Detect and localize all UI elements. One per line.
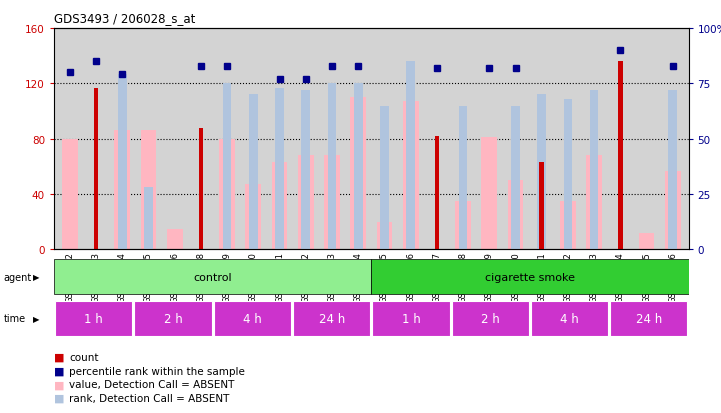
Bar [618,62,623,250]
Text: ■: ■ [54,393,65,403]
Text: ▶: ▶ [33,273,40,282]
Bar [372,301,450,336]
Bar [371,260,689,294]
Text: agent: agent [4,272,32,282]
Bar [564,100,572,250]
Text: ■: ■ [54,366,65,376]
Bar [380,106,389,250]
Bar [219,140,235,250]
Text: ■: ■ [54,352,65,362]
Bar [668,91,677,250]
Bar [407,62,415,250]
Bar [511,106,520,250]
Text: GDS3493 / 206028_s_at: GDS3493 / 206028_s_at [54,12,195,24]
Bar [459,106,467,250]
Text: value, Detection Call = ABSENT: value, Detection Call = ABSENT [69,380,234,389]
Bar [249,95,257,250]
Bar [245,185,261,250]
Bar [272,163,288,250]
Text: ▶: ▶ [33,314,40,323]
Bar [275,88,284,250]
Text: count: count [69,352,99,362]
Bar [94,88,98,250]
Text: 2 h: 2 h [481,312,500,325]
Text: 24 h: 24 h [319,312,345,325]
Text: 4 h: 4 h [560,312,579,325]
Bar [223,84,231,250]
Bar [537,95,546,250]
Bar [451,301,529,336]
Text: rank, Detection Call = ABSENT: rank, Detection Call = ABSENT [69,393,229,403]
Bar [141,131,156,250]
Bar [55,301,133,336]
Bar [115,131,130,250]
Text: 2 h: 2 h [164,312,182,325]
Bar [455,202,471,250]
Text: time: time [4,313,26,323]
Bar [435,137,439,250]
Bar [324,156,340,250]
Bar [198,128,203,250]
Bar [560,202,576,250]
Text: 1 h: 1 h [84,312,103,325]
Bar [298,156,314,250]
Text: 1 h: 1 h [402,312,420,325]
Bar [62,140,78,250]
Bar [639,233,655,250]
Bar [665,171,681,250]
Bar [301,91,310,250]
Text: 24 h: 24 h [636,312,662,325]
Text: percentile rank within the sample: percentile rank within the sample [69,366,245,376]
Bar [586,156,602,250]
Bar [213,301,291,336]
Bar [134,301,212,336]
Bar [327,84,336,250]
Text: ■: ■ [54,380,65,389]
Bar [508,181,523,250]
Bar [539,163,544,250]
Bar [144,188,153,250]
Text: cigarette smoke: cigarette smoke [485,272,575,282]
Bar [610,301,688,336]
Bar [118,75,127,250]
Bar [354,84,363,250]
Bar [482,138,497,250]
Bar [350,98,366,250]
Text: control: control [193,272,232,282]
Bar [531,301,609,336]
Bar [376,222,392,250]
Bar [167,229,182,250]
Text: 4 h: 4 h [243,312,262,325]
Bar [403,102,418,250]
Bar [590,91,598,250]
Bar [54,260,371,294]
Bar [293,301,371,336]
